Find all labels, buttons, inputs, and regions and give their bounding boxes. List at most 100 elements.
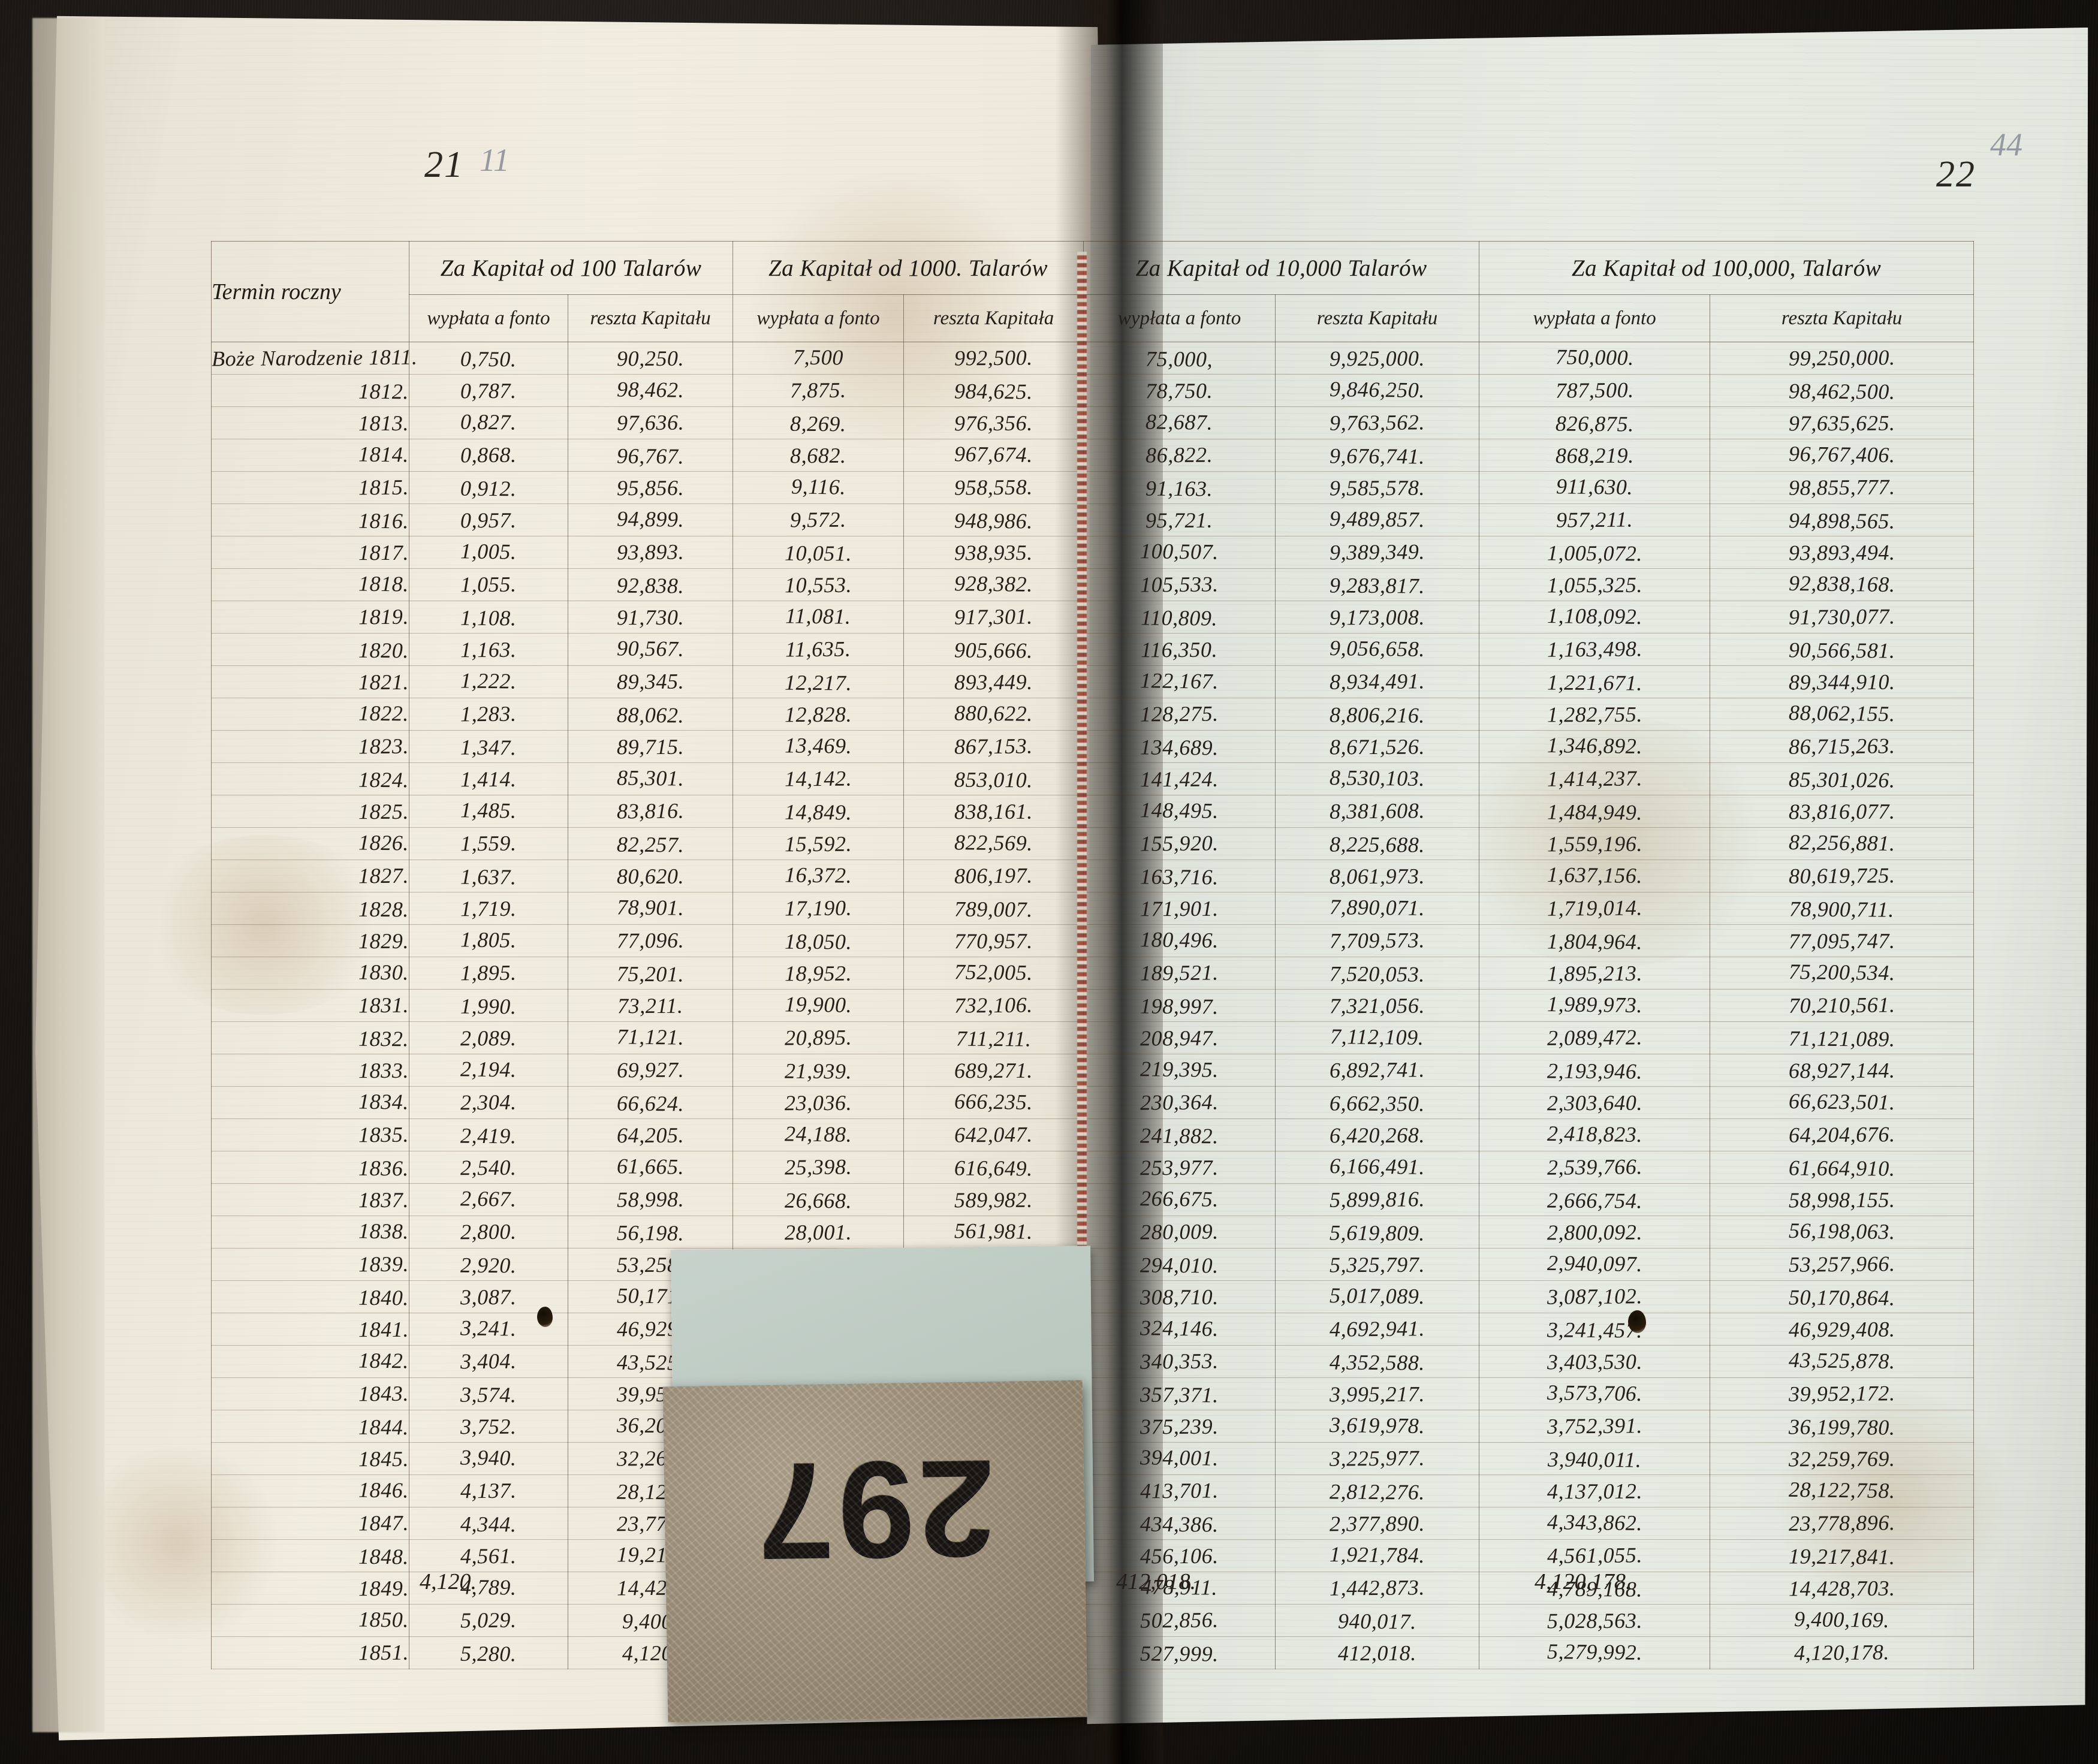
table-row: 1819. 1,108. 91,730. 11,081. 917,301. 110,809… xyxy=(211,601,1975,634)
cell-100000-payment-text: 5,279,992. xyxy=(1547,1639,1642,1665)
cell-10000-balance-text: 8,381,608. xyxy=(1329,798,1425,824)
row-year: 1821. xyxy=(211,665,409,698)
table-row: 1830. 1,895. 75,201. 18,952. 752,005. 189,521… xyxy=(211,957,1975,990)
cell-10000-payment-text: 394,001. xyxy=(1140,1445,1219,1470)
cell-100000-payment-text: 1,163,498. xyxy=(1547,636,1642,662)
cell-10000-balance: 9,676,741. xyxy=(1275,439,1480,472)
cell-1000-balance: 838,161. xyxy=(903,795,1084,828)
row-year: 1833. xyxy=(211,1054,409,1087)
cell-100-payment: 1,895. xyxy=(409,957,568,990)
table-row: Boże Narodzenie 1811. 0,750. 90,250. 7,500 9… xyxy=(211,342,1975,375)
cell-10000-balance: 9,925,000. xyxy=(1275,342,1480,375)
left-folio-pencil-number: 11 xyxy=(480,142,510,178)
cell-100000-payment-text: 1,346,892. xyxy=(1547,732,1642,758)
row-year: 1837. xyxy=(211,1183,409,1216)
cell-10000-balance-text: 9,173,008. xyxy=(1329,605,1425,629)
cell-10000-payment: 134,689. xyxy=(1083,730,1276,763)
row-year-text: Boże Narodzenie 1811. xyxy=(211,345,418,370)
cell-100000-payment: 1,559,196. xyxy=(1479,827,1711,860)
cell-100000-balance-text: 91,730,077. xyxy=(1788,604,1895,629)
cell-100-balance: 95,856. xyxy=(567,471,734,504)
row-year-text: 1848. xyxy=(358,1544,409,1569)
cell-100000-balance-text: 39,952,172. xyxy=(1788,1380,1895,1406)
cell-1000-balance: 967,674. xyxy=(903,439,1084,472)
cell-1000-payment: 24,188. xyxy=(733,1118,905,1151)
cell-1000-payment: 10,553. xyxy=(733,568,905,601)
table-row: 1851.5,280.4,120.52,799.41,202.527,999.4… xyxy=(211,1636,1975,1669)
row-year-text: 1847. xyxy=(358,1510,409,1535)
cell-100-payment: 1,485. xyxy=(409,795,568,828)
cell-100000-payment: 3,573,706. xyxy=(1479,1377,1711,1410)
row-year: 1813. xyxy=(211,406,409,439)
cell-10000-payment: 219,395. xyxy=(1083,1054,1276,1087)
cell-10000-balance-text: 7,709,573. xyxy=(1329,927,1425,953)
cell-100-balance: 78,901. xyxy=(567,892,734,925)
cell-10000-payment: 91,163. xyxy=(1083,471,1276,504)
cell-100-balance: 82,257. xyxy=(567,827,734,860)
row-year: 1832. xyxy=(211,1021,409,1054)
cell-1000-payment-text: 14,849. xyxy=(784,800,852,824)
cell-1000-payment-text: 11,635. xyxy=(785,637,851,661)
cell-1000-payment: 14,142. xyxy=(733,762,905,795)
cell-1000-balance: 770,957. xyxy=(903,924,1084,957)
cell-100-payment: 4,344. xyxy=(409,1507,568,1540)
cell-10000-balance: 5,899,816. xyxy=(1275,1183,1480,1216)
cell-1000-payment: 21,939. xyxy=(733,1054,905,1087)
header-100000-payment: wypłata a fonto xyxy=(1479,294,1711,342)
cell-10000-payment-text: 128,275. xyxy=(1140,701,1219,726)
cell-100000-payment: 1,346,892. xyxy=(1479,730,1711,763)
cell-10000-balance: 8,671,526. xyxy=(1275,730,1480,763)
cell-100000-balance-text: 58,998,155. xyxy=(1788,1187,1895,1212)
cell-100000-payment: 4,137,012. xyxy=(1479,1474,1711,1507)
cell-10000-balance-text: 9,056,658. xyxy=(1329,635,1425,661)
cell-100-payment: 0,750. xyxy=(409,342,568,375)
header-100-balance: reszta Kapitału xyxy=(567,294,734,342)
cell-10000-balance: 9,283,817. xyxy=(1275,568,1480,601)
cell-1000-balance-text: 616,649. xyxy=(954,1156,1033,1180)
cell-100-payment: 0,868. xyxy=(409,439,568,472)
cell-100000-payment-text: 1,005,072. xyxy=(1547,540,1642,566)
cell-100-payment: 5,029. xyxy=(409,1604,568,1637)
cell-100000-payment: 1,005,072. xyxy=(1479,536,1711,569)
cell-1000-payment: 17,190. xyxy=(733,892,905,925)
row-year-text: 1845. xyxy=(358,1446,409,1471)
cell-10000-balance: 1,921,784. xyxy=(1275,1539,1480,1572)
cell-100-balance-text: 90,567. xyxy=(616,635,685,661)
cell-1000-payment-text: 7,875. xyxy=(790,378,846,402)
cell-100000-payment: 1,108,092. xyxy=(1479,601,1711,634)
cell-100000-payment-text: 1,989,973. xyxy=(1547,991,1642,1017)
cell-100-balance: 71,121. xyxy=(567,1021,734,1054)
cell-100-payment-text: 2,089. xyxy=(460,1026,517,1050)
cell-100-balance-text: 64,205. xyxy=(616,1123,685,1147)
cell-10000-balance-text: 7,520,053. xyxy=(1329,961,1425,987)
cell-100000-payment: 1,484,949. xyxy=(1479,795,1711,828)
cell-100-payment: 1,559. xyxy=(409,827,568,860)
cell-10000-balance: 5,325,797. xyxy=(1275,1248,1480,1281)
cell-1000-payment-text: 10,051. xyxy=(784,541,852,565)
cell-1000-balance: 732,106. xyxy=(903,989,1084,1022)
cell-100000-balance-text: 83,816,077. xyxy=(1788,799,1895,824)
cell-1000-payment: 12,828. xyxy=(733,698,905,731)
row-year-text: 1835. xyxy=(358,1122,409,1147)
cell-100-payment: 1,719. xyxy=(409,892,568,925)
cell-10000-payment: 148,495. xyxy=(1083,795,1276,828)
cell-100000-balance: 97,635,625. xyxy=(1710,406,1975,439)
cell-10000-payment-text: 324,146. xyxy=(1140,1315,1219,1341)
table-row: 1817. 1,005. 93,893. 10,051. 938,935. 100,507… xyxy=(211,536,1975,569)
cell-100000-payment-text: 2,940,097. xyxy=(1547,1250,1642,1276)
cell-10000-balance: 940,017. xyxy=(1275,1604,1480,1637)
cell-10000-balance-text: 8,061,973. xyxy=(1329,864,1425,888)
cell-10000-payment: 413,701. xyxy=(1083,1474,1276,1507)
cell-100-payment-text: 1,163. xyxy=(460,637,517,662)
cell-100000-payment-text: 1,804,964. xyxy=(1547,928,1642,954)
row-year-text: 1832. xyxy=(358,1026,409,1051)
cell-100-balance-text: 92,838. xyxy=(616,573,685,598)
cell-100-payment: 1,637. xyxy=(409,860,568,892)
cell-1000-balance-text: 732,106. xyxy=(954,992,1033,1018)
table-row: 1833. 2,194. 69,927. 21,939. 689,271. 219,395… xyxy=(211,1054,1975,1087)
cell-100-balance: 85,301. xyxy=(567,762,734,795)
row-year-text: 1830. xyxy=(358,959,409,985)
cell-100000-balance-text: 9,400,169. xyxy=(1793,1606,1890,1632)
cell-10000-payment-text: 189,521. xyxy=(1140,960,1219,985)
cell-100-payment-text: 1,055. xyxy=(460,572,517,596)
